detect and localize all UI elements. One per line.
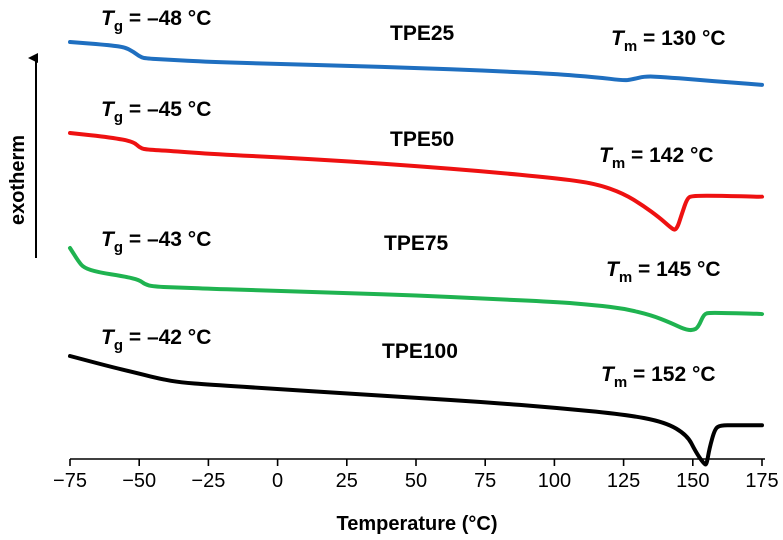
tg-annotation-tpe75: Tg = –43 °C [101, 228, 211, 256]
series-line-tpe50 [68, 131, 764, 232]
series-label-tpe75: TPE75 [384, 232, 449, 255]
x-tick-label: 75 [474, 470, 496, 492]
series-line-tpe25 [68, 40, 765, 87]
x-tick-label: −75 [53, 470, 87, 492]
tm-annotation-tpe25: Tm = 130 °C [611, 27, 726, 55]
tm-annotation-tpe50: Tm = 142 °C [599, 144, 714, 172]
x-tick-label: 150 [676, 470, 709, 492]
x-tick-label: 125 [607, 470, 640, 492]
series-line-tpe75 [68, 246, 764, 333]
x-axis-title: Temperature (°C) [337, 513, 498, 535]
exotherm-label: exotherm [7, 135, 29, 225]
series-lines [68, 40, 765, 467]
series-label-tpe25: TPE25 [390, 22, 455, 45]
tg-annotation-tpe25: Tg = –48 °C [101, 7, 211, 35]
tg-annotation-tpe100: Tg = –42 °C [101, 326, 211, 354]
series-label-tpe50: TPE50 [390, 128, 454, 151]
x-tick-label: −50 [122, 470, 156, 492]
tg-annotation-tpe50: Tg = –45 °C [101, 98, 211, 126]
x-tick-label: 100 [538, 470, 571, 492]
tm-annotation-tpe100: Tm = 152 °C [601, 363, 716, 391]
x-axis-ticks: −75 −50 −25 0 25 50 75 100 125 150 175 [53, 459, 779, 492]
series-line-tpe100 [68, 354, 765, 467]
x-tick-label: 175 [745, 470, 778, 492]
x-tick-label: 50 [405, 470, 427, 492]
x-tick-label: −25 [191, 470, 225, 492]
x-tick-label: 25 [336, 470, 358, 492]
series-label-tpe100: TPE100 [382, 340, 458, 363]
x-tick-label: 0 [272, 470, 283, 492]
tm-annotation-tpe75: Tm = 145 °C [606, 258, 721, 286]
